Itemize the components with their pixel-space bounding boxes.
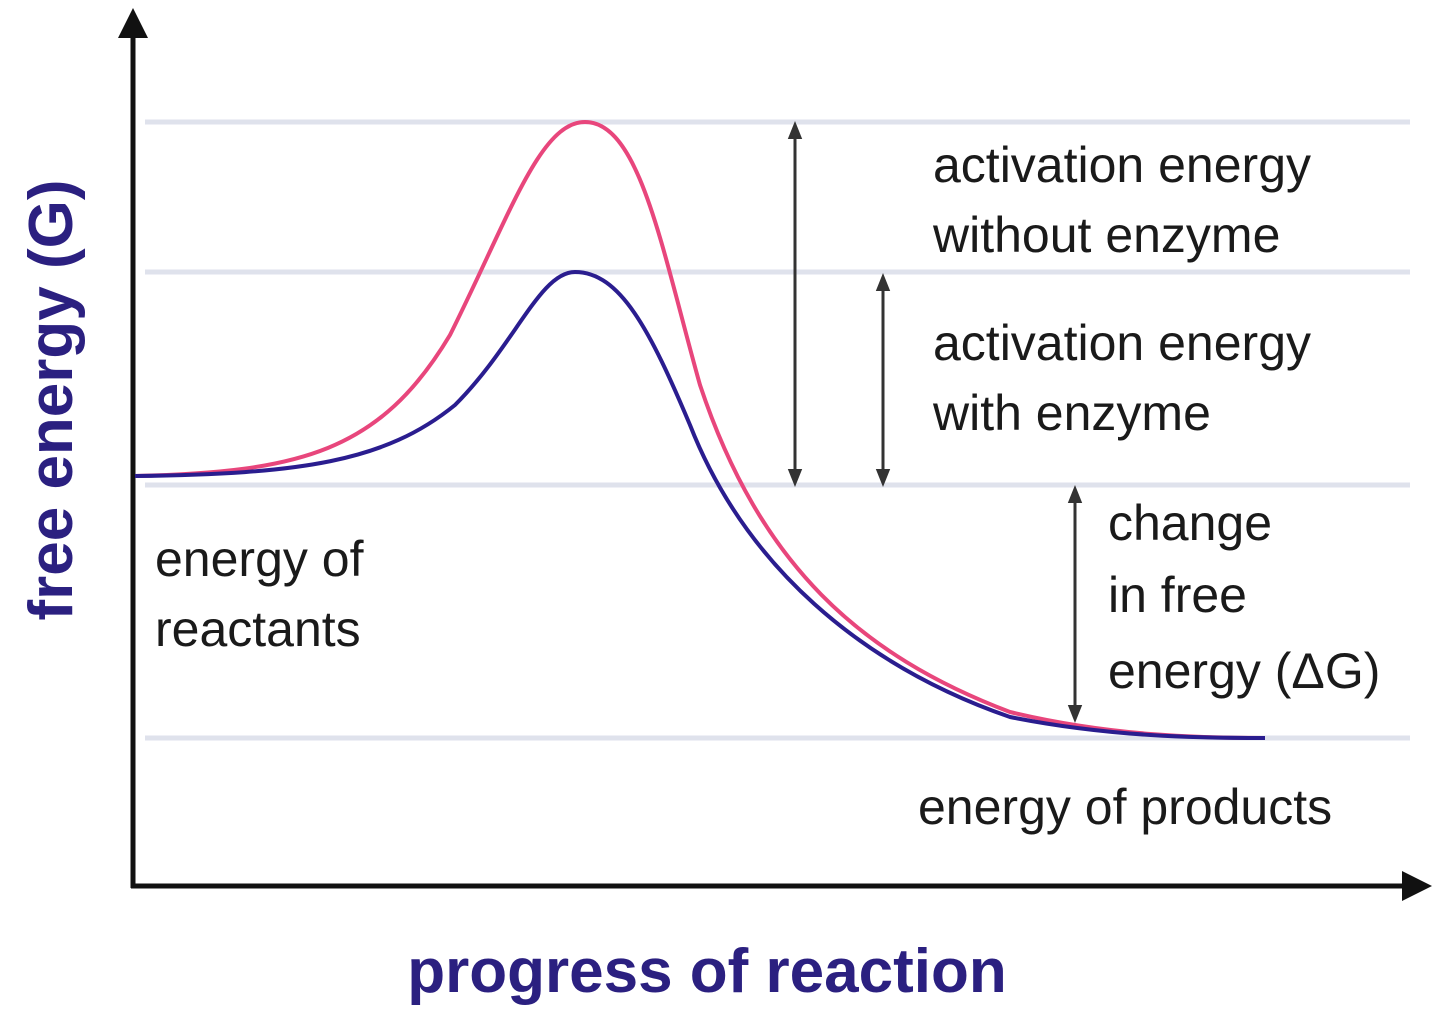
label-delta-g-2: in free — [1108, 567, 1247, 623]
label-delta-g-1: change — [1108, 495, 1272, 551]
label-activation-without-2: without enzyme — [932, 207, 1280, 263]
label-delta-g-3: energy (ΔG) — [1108, 643, 1380, 699]
label-activation-without-1: activation energy — [933, 137, 1311, 193]
x-axis-title: progress of reaction — [407, 937, 1006, 1006]
x-axis-arrow-icon — [1402, 871, 1432, 901]
curve-with-enzyme — [134, 269, 1266, 740]
label-reactants-1: energy of — [155, 531, 364, 587]
label-activation-with-1: activation energy — [933, 315, 1311, 371]
y-axis-arrow-icon — [118, 8, 148, 38]
label-reactants-2: reactants — [155, 601, 361, 657]
label-activation-with-2: with enzyme — [932, 385, 1211, 441]
y-axis-title: free energy (G) — [17, 179, 86, 620]
label-products: energy of products — [918, 779, 1332, 835]
curve-without-enzyme — [134, 119, 1266, 740]
